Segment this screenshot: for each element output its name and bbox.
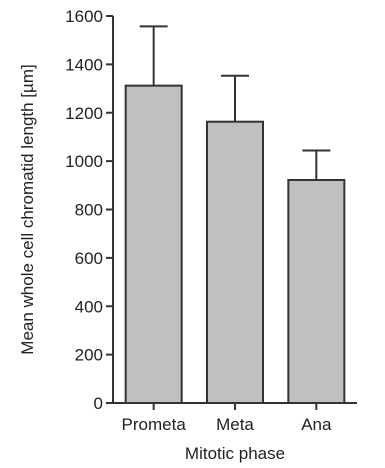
y-tick-label: 1000	[65, 152, 103, 171]
x-tick-label-prometa: Prometa	[122, 415, 187, 434]
y-tick-label: 0	[94, 394, 103, 413]
bar-prometa	[124, 84, 183, 404]
y-tick-label: 600	[75, 249, 103, 268]
y-tick-label: 400	[75, 297, 103, 316]
x-ticks-group: Prometa Meta Ana	[122, 403, 332, 434]
y-tick-label: 200	[75, 346, 103, 365]
y-tick-label: 800	[75, 201, 103, 220]
y-tick-label: 1600	[65, 7, 103, 26]
bar-ana	[287, 178, 346, 404]
y-axis-title: Mean whole cell chromatid length [µm]	[18, 64, 37, 354]
y-ticks-group: 0 200 400 600 800 1000 1200 1400 1600	[65, 7, 113, 413]
y-tick-label: 1400	[65, 55, 103, 74]
bars-group	[124, 84, 346, 404]
y-tick-label: 1200	[65, 104, 103, 123]
x-tick-label-meta: Meta	[216, 415, 254, 434]
error-bars-group	[139, 25, 331, 180]
x-axis-title: Mitotic phase	[185, 444, 285, 463]
x-tick-label-ana: Ana	[301, 415, 332, 434]
bar-meta	[206, 120, 264, 404]
